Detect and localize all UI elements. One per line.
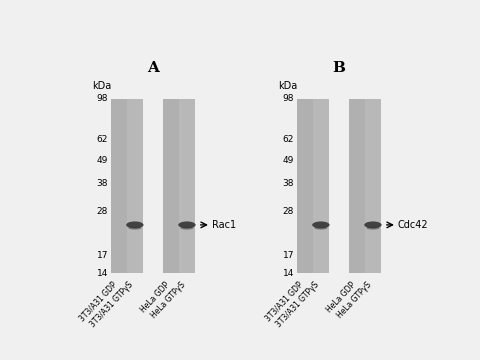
Text: HeLa GDP: HeLa GDP: [139, 280, 171, 314]
Bar: [179, 99, 195, 273]
Text: 98: 98: [283, 94, 294, 103]
Text: kDa: kDa: [278, 81, 298, 91]
Text: kDa: kDa: [93, 81, 112, 91]
Text: 14: 14: [97, 269, 108, 278]
Text: Rac1: Rac1: [212, 220, 236, 230]
Text: 38: 38: [283, 179, 294, 188]
Text: 62: 62: [283, 135, 294, 144]
Bar: [111, 99, 127, 273]
Text: 14: 14: [283, 269, 294, 278]
Text: 49: 49: [283, 156, 294, 165]
Text: 28: 28: [283, 207, 294, 216]
Bar: [365, 99, 381, 273]
Text: 3T3/A31 GTPγS: 3T3/A31 GTPγS: [88, 280, 135, 329]
Text: Cdc42: Cdc42: [398, 220, 429, 230]
Ellipse shape: [312, 221, 330, 228]
Text: 3T3/A31 GTPγS: 3T3/A31 GTPγS: [275, 280, 321, 329]
Bar: [297, 99, 313, 273]
Ellipse shape: [126, 221, 144, 228]
Bar: [349, 99, 365, 273]
Text: HeLa GTPγS: HeLa GTPγS: [335, 280, 373, 320]
Text: HeLa GDP: HeLa GDP: [324, 280, 357, 314]
Text: 98: 98: [96, 94, 108, 103]
Ellipse shape: [180, 226, 193, 230]
Text: B: B: [333, 61, 346, 75]
Ellipse shape: [366, 226, 380, 230]
Bar: [127, 99, 143, 273]
Text: 28: 28: [97, 207, 108, 216]
Text: 38: 38: [96, 179, 108, 188]
Text: 17: 17: [96, 251, 108, 260]
Text: 3T3/A31 GDP: 3T3/A31 GDP: [264, 280, 305, 323]
Ellipse shape: [364, 221, 382, 228]
Bar: [163, 99, 179, 273]
Text: 49: 49: [97, 156, 108, 165]
Ellipse shape: [178, 221, 196, 228]
Ellipse shape: [128, 226, 142, 230]
Ellipse shape: [314, 226, 327, 230]
Text: 62: 62: [97, 135, 108, 144]
Text: A: A: [147, 61, 159, 75]
Bar: [313, 99, 329, 273]
Text: HeLa GTPγS: HeLa GTPγS: [149, 280, 187, 320]
Text: 3T3/A31 GDP: 3T3/A31 GDP: [78, 280, 119, 323]
Text: 17: 17: [283, 251, 294, 260]
